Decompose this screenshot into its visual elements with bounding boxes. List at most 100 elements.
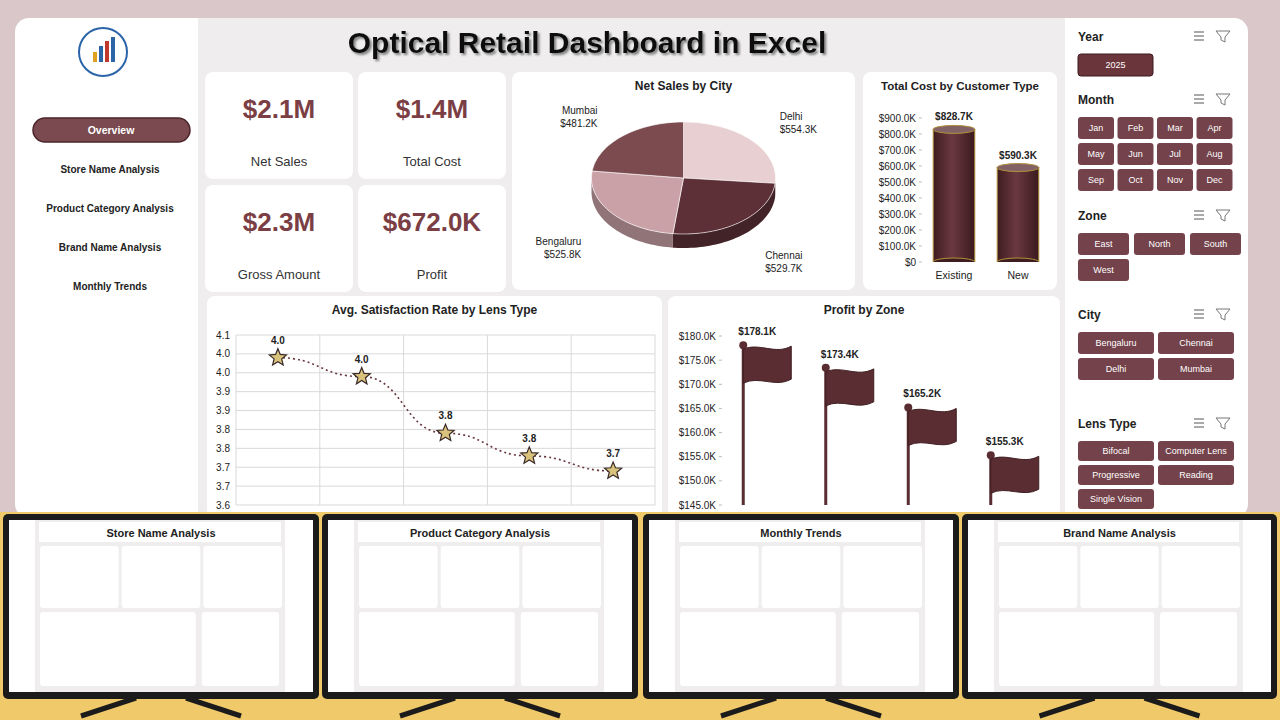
chart-card bbox=[512, 72, 855, 290]
slicer-button[interactable] bbox=[1078, 441, 1154, 461]
slicer-option[interactable]: Single Vision bbox=[1090, 494, 1142, 504]
kpi-card bbox=[358, 72, 506, 179]
slicer-button[interactable] bbox=[1078, 358, 1154, 380]
slicer-option[interactable]: Apr bbox=[1207, 123, 1221, 133]
slicer-button[interactable] bbox=[1118, 143, 1154, 165]
slicer-multiselect-icon[interactable] bbox=[1194, 419, 1204, 427]
slicer-option[interactable]: Sep bbox=[1088, 175, 1104, 185]
pie-slice bbox=[673, 178, 775, 234]
slicer-multiselect-icon[interactable] bbox=[1194, 211, 1204, 219]
slicer-option[interactable]: 2025 bbox=[1105, 60, 1125, 70]
slicer-clear-filter-icon[interactable] bbox=[1216, 309, 1230, 320]
slicer-option[interactable]: Feb bbox=[1128, 123, 1144, 133]
slicer-button[interactable] bbox=[1158, 332, 1234, 354]
screen-header bbox=[358, 522, 600, 542]
slicer-button[interactable] bbox=[1158, 441, 1234, 461]
chart-card bbox=[207, 296, 662, 518]
slicer-button[interactable] bbox=[1118, 117, 1154, 139]
grid-line-vertical bbox=[403, 335, 404, 505]
screen-slicers bbox=[285, 520, 313, 692]
slicer-option[interactable]: Dec bbox=[1206, 175, 1223, 185]
y-tick-label: $180.0K bbox=[679, 331, 717, 342]
nav-item[interactable]: Overview bbox=[88, 124, 136, 136]
kpi-card bbox=[358, 185, 506, 292]
nav-active-button[interactable] bbox=[33, 118, 190, 142]
screen-header bbox=[679, 522, 921, 542]
slicer-option[interactable]: May bbox=[1087, 149, 1105, 159]
kpi-value: $1.4M bbox=[396, 94, 468, 124]
grid-line-vertical bbox=[487, 335, 488, 505]
slicer-button[interactable] bbox=[1078, 117, 1114, 139]
slicer-option[interactable]: Bengaluru bbox=[1095, 338, 1136, 348]
slicer-clear-filter-icon[interactable] bbox=[1216, 210, 1230, 221]
slicer-button[interactable] bbox=[1158, 358, 1234, 380]
screen-panel bbox=[999, 612, 1154, 686]
slicer-button[interactable] bbox=[1078, 233, 1129, 255]
slicer-multiselect-icon[interactable] bbox=[1194, 310, 1204, 318]
slicer-option[interactable]: Jun bbox=[1128, 149, 1143, 159]
slicer-button[interactable] bbox=[1157, 169, 1193, 191]
icon-line bbox=[1194, 318, 1204, 319]
slicer-option[interactable]: Progressive bbox=[1092, 470, 1140, 480]
slicer-option[interactable]: Chennai bbox=[1179, 338, 1213, 348]
y-tick-label: $175.0K bbox=[679, 355, 717, 366]
tick-mark bbox=[919, 166, 922, 167]
icon-line bbox=[1194, 40, 1204, 41]
slicer-option[interactable]: Reading bbox=[1179, 470, 1213, 480]
slicer-button[interactable] bbox=[1118, 169, 1154, 191]
slicer-multiselect-icon[interactable] bbox=[1194, 95, 1204, 103]
slicer-option[interactable]: North bbox=[1148, 239, 1170, 249]
slicer-button[interactable] bbox=[1078, 489, 1154, 509]
slicer-clear-filter-icon[interactable] bbox=[1216, 31, 1230, 42]
slicer-option[interactable]: Oct bbox=[1128, 175, 1143, 185]
data-label: 3.7 bbox=[606, 448, 620, 459]
slicer-title: City bbox=[1078, 308, 1101, 322]
screen-panel bbox=[680, 546, 759, 608]
slicer-option[interactable]: South bbox=[1204, 239, 1228, 249]
slicer-button[interactable] bbox=[1078, 465, 1154, 485]
data-label: $165.2K bbox=[903, 388, 942, 399]
slicer-button[interactable] bbox=[1078, 259, 1129, 281]
slicer-option[interactable]: Jan bbox=[1089, 123, 1104, 133]
slicer-button[interactable] bbox=[1134, 233, 1185, 255]
slicer-option[interactable]: Computer Lens bbox=[1165, 446, 1227, 456]
slicer-clear-filter-icon[interactable] bbox=[1216, 418, 1230, 429]
slicer-button[interactable] bbox=[1157, 117, 1193, 139]
cylinder-body bbox=[997, 168, 1039, 262]
slicer-option[interactable]: Delhi bbox=[1106, 364, 1127, 374]
tick-mark bbox=[719, 336, 722, 337]
slicer-button[interactable] bbox=[1078, 169, 1114, 191]
slicer-option[interactable]: Bifocal bbox=[1102, 446, 1129, 456]
slicer-option[interactable]: Mar bbox=[1167, 123, 1183, 133]
slicer-option[interactable]: Mumbai bbox=[1180, 364, 1212, 374]
nav-item[interactable]: Store Name Analysis bbox=[60, 164, 160, 175]
y-tick-label: $400.0K bbox=[879, 193, 917, 204]
monitor-stand bbox=[186, 698, 241, 716]
icon-line bbox=[1194, 423, 1204, 424]
monitor-stand bbox=[826, 698, 881, 716]
tick-mark bbox=[719, 384, 722, 385]
nav-item[interactable]: Product Category Analysis bbox=[46, 203, 174, 214]
slicer-clear-filter-icon[interactable] bbox=[1216, 94, 1230, 105]
slicer-button[interactable] bbox=[1190, 233, 1241, 255]
slicer-button[interactable] bbox=[1157, 143, 1193, 165]
y-tick-label: $160.0K bbox=[679, 427, 717, 438]
slicer-button[interactable] bbox=[1197, 117, 1233, 139]
slicer-button[interactable] bbox=[1078, 143, 1114, 165]
slicer-multiselect-icon[interactable] bbox=[1194, 32, 1204, 40]
slicer-button[interactable] bbox=[1078, 54, 1153, 76]
slicer-option[interactable]: East bbox=[1094, 239, 1113, 249]
dashboard-frame bbox=[15, 18, 1248, 518]
slicer-option[interactable]: Nov bbox=[1167, 175, 1184, 185]
nav-item[interactable]: Brand Name Analysis bbox=[59, 242, 162, 253]
nav-item[interactable]: Monthly Trends bbox=[73, 281, 147, 292]
slicer-button[interactable] bbox=[1197, 143, 1233, 165]
slicer-option[interactable]: Jul bbox=[1169, 149, 1181, 159]
line bbox=[278, 358, 613, 471]
slicer-option[interactable]: West bbox=[1093, 265, 1114, 275]
slicer-button[interactable] bbox=[1158, 465, 1234, 485]
slicer-button[interactable] bbox=[1197, 169, 1233, 191]
slicer-button[interactable] bbox=[1078, 332, 1154, 354]
slicer-option[interactable]: Aug bbox=[1206, 149, 1222, 159]
kpi-value: $672.0K bbox=[383, 207, 482, 237]
